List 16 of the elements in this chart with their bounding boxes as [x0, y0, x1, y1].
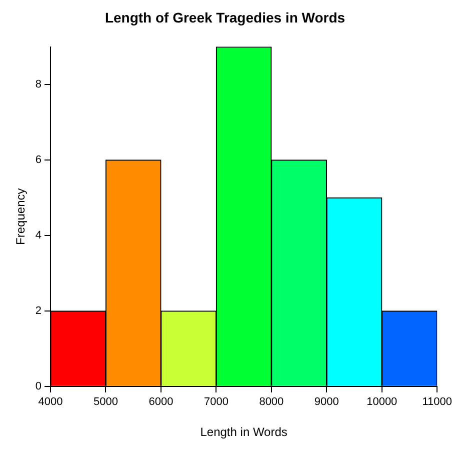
x-tick-label: 6000: [148, 396, 174, 408]
x-tick-label: 5000: [94, 396, 118, 408]
x-tick-label: 7000: [204, 396, 228, 408]
x-tick-label: 9000: [314, 396, 339, 408]
y-axis-title: Frequency: [14, 188, 28, 245]
y-tick-label: 8: [35, 78, 42, 91]
y-tick-label: 2: [35, 304, 42, 317]
x-tick-label: 8000: [259, 396, 284, 408]
x-tick-label: 4000: [38, 396, 63, 408]
x-tick-label: 10000: [366, 396, 398, 408]
x-tick-label: 11000: [422, 396, 452, 408]
x-axis-title: Length in Words: [200, 425, 288, 440]
y-tick-label: 6: [35, 154, 42, 166]
chart-title: Length of Greek Tragedies in Words: [104, 9, 346, 26]
y-tick-label: 0: [35, 380, 42, 392]
y-tick-label: 4: [35, 230, 42, 242]
